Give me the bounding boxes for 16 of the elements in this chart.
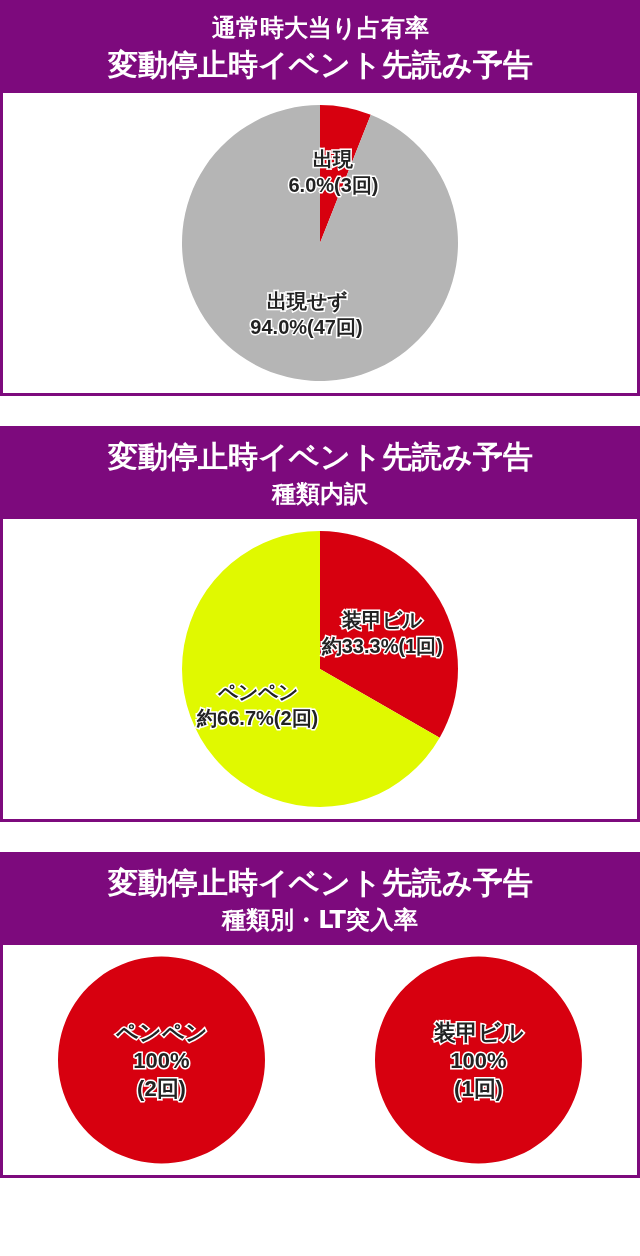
chart-title: 変動停止時イベント先読み予告: [106, 864, 534, 902]
slice-label: ペンペン: [216, 681, 298, 704]
data-label: 約66.7%(2回): [196, 707, 319, 730]
chart-title: 変動停止時イベント先読み予告: [106, 46, 534, 84]
data-label: 約33.3%(1回): [320, 634, 443, 657]
slice-label: 出現せず: [266, 289, 347, 313]
chart-title: 変動停止時イベント先読み予告: [106, 438, 534, 476]
slice-label: 装甲ビル: [432, 1019, 524, 1045]
data-label: 100% (1回): [450, 1047, 507, 1101]
slice-label: 装甲ビル: [341, 608, 424, 631]
slice-label: ペンペン: [114, 1019, 208, 1045]
data-label: 100% (2回): [133, 1047, 190, 1101]
chart-subtitle: 通常時大当り占有率: [210, 13, 430, 44]
chart-subtitle: 種類内訳: [270, 479, 369, 510]
text: 種類別・LT突入率: [220, 905, 419, 936]
data-label: 94.0%(47回): [250, 315, 363, 338]
